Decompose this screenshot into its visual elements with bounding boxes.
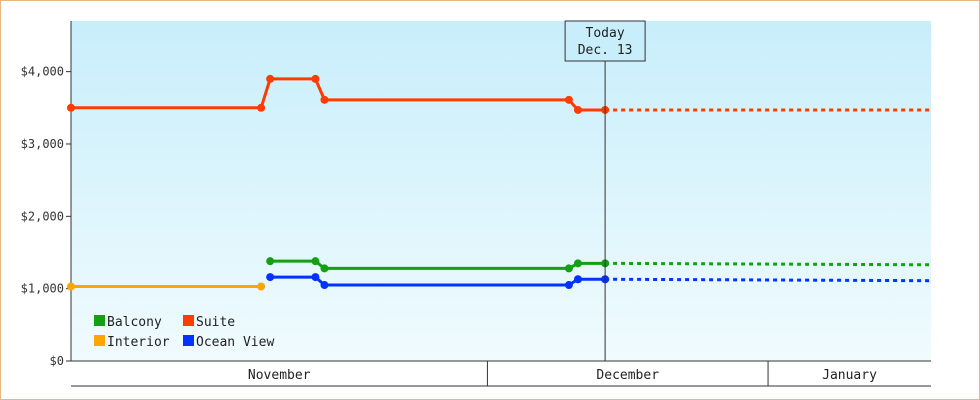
legend-swatch bbox=[183, 335, 194, 346]
month-label: November bbox=[248, 368, 311, 383]
data-point bbox=[564, 95, 573, 104]
legend-swatch bbox=[94, 335, 105, 346]
series-line bbox=[270, 275, 606, 287]
forecast-line bbox=[605, 277, 932, 283]
data-point bbox=[573, 275, 582, 284]
today-marker: Today Dec. 13 bbox=[564, 20, 646, 361]
month-label: January bbox=[822, 368, 877, 383]
data-point bbox=[257, 282, 266, 291]
data-point bbox=[564, 264, 573, 273]
data-point bbox=[320, 95, 329, 104]
y-axis: $0 $1,000 $2,000 $3,000 $4,000 bbox=[21, 21, 72, 368]
forecast-line bbox=[605, 261, 932, 267]
y-tick-label: $1,000 bbox=[21, 282, 64, 296]
y-tick-label: $0 bbox=[50, 354, 64, 368]
y-tick-label: $4,000 bbox=[21, 65, 64, 79]
legend-label: Balcony bbox=[107, 315, 162, 330]
y-tick-label: $3,000 bbox=[21, 137, 64, 151]
series-line bbox=[270, 259, 606, 270]
legend-label: Interior bbox=[107, 335, 170, 350]
y-tick-label: $2,000 bbox=[21, 209, 64, 223]
legend-label: Ocean View bbox=[196, 335, 274, 350]
legend-swatch bbox=[94, 315, 105, 326]
data-point bbox=[67, 103, 75, 112]
data-point bbox=[266, 257, 275, 266]
data-point bbox=[320, 281, 329, 290]
data-point bbox=[573, 105, 582, 114]
data-point bbox=[266, 273, 275, 282]
data-point bbox=[257, 103, 266, 112]
legend: Balcony Suite Interior Ocean View bbox=[94, 315, 274, 350]
data-point bbox=[573, 259, 582, 268]
today-box bbox=[564, 20, 646, 62]
data-point bbox=[320, 264, 329, 273]
plot-background bbox=[71, 21, 931, 361]
today-label: Today bbox=[586, 26, 625, 41]
x-axis: November December January bbox=[71, 360, 931, 387]
data-point bbox=[311, 273, 320, 282]
data-point bbox=[266, 74, 275, 83]
data-point bbox=[67, 282, 75, 291]
month-label: December bbox=[596, 368, 659, 383]
legend-swatch bbox=[183, 315, 194, 326]
data-point bbox=[564, 281, 573, 290]
data-point bbox=[311, 74, 320, 83]
legend-label: Suite bbox=[196, 315, 235, 330]
data-point bbox=[311, 257, 320, 266]
today-date: Dec. 13 bbox=[578, 43, 633, 58]
